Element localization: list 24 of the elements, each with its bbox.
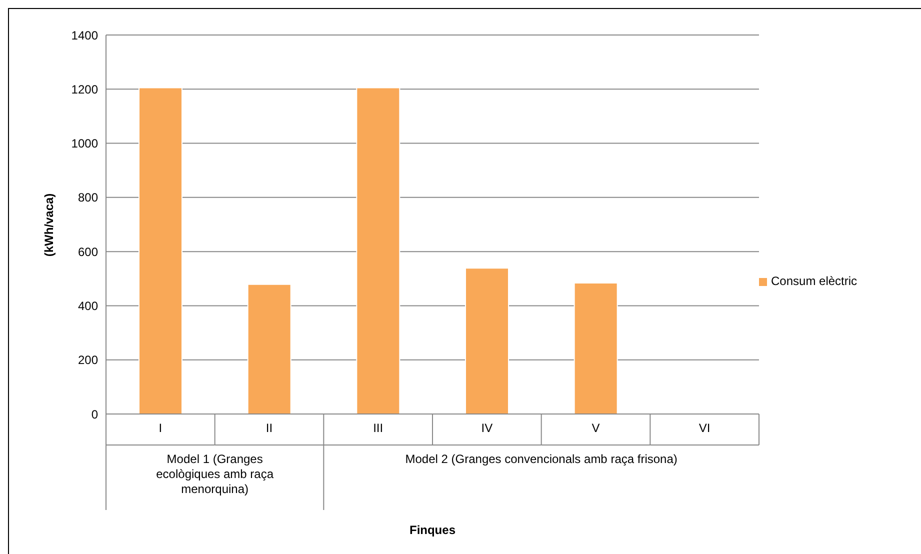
bar bbox=[574, 282, 618, 414]
y-tick-label: 1000 bbox=[71, 136, 98, 151]
x-tick-label: I bbox=[158, 421, 162, 435]
bar bbox=[138, 87, 182, 414]
y-tick-label: 600 bbox=[78, 244, 98, 259]
legend-label: Consum elèctric bbox=[771, 274, 858, 288]
x-tick-label: III bbox=[373, 421, 384, 435]
y-tick-label: 1200 bbox=[71, 82, 98, 96]
text: Model 1 (Granges ecològiques amb raça menorquina) bbox=[155, 452, 275, 497]
text: Model 2 (Granges convencionals amb raça frisona) bbox=[404, 452, 678, 467]
y-tick-label: 200 bbox=[78, 353, 98, 368]
y-axis-title: (kWh/vaca) bbox=[42, 193, 56, 257]
x-tick-label: V bbox=[592, 421, 600, 435]
y-tick-label: 800 bbox=[78, 190, 98, 205]
bar bbox=[247, 284, 292, 414]
y-tick-label: 400 bbox=[78, 298, 98, 313]
x-tick-label: II bbox=[266, 421, 273, 435]
bar bbox=[356, 87, 400, 414]
x-tick-label: VI bbox=[698, 421, 710, 435]
text: Finques bbox=[408, 523, 456, 537]
y-tick-label: 0 bbox=[91, 407, 98, 422]
y-tick-label: 1400 bbox=[71, 28, 98, 42]
bar bbox=[465, 268, 509, 414]
x-tick-label: IV bbox=[481, 421, 493, 435]
